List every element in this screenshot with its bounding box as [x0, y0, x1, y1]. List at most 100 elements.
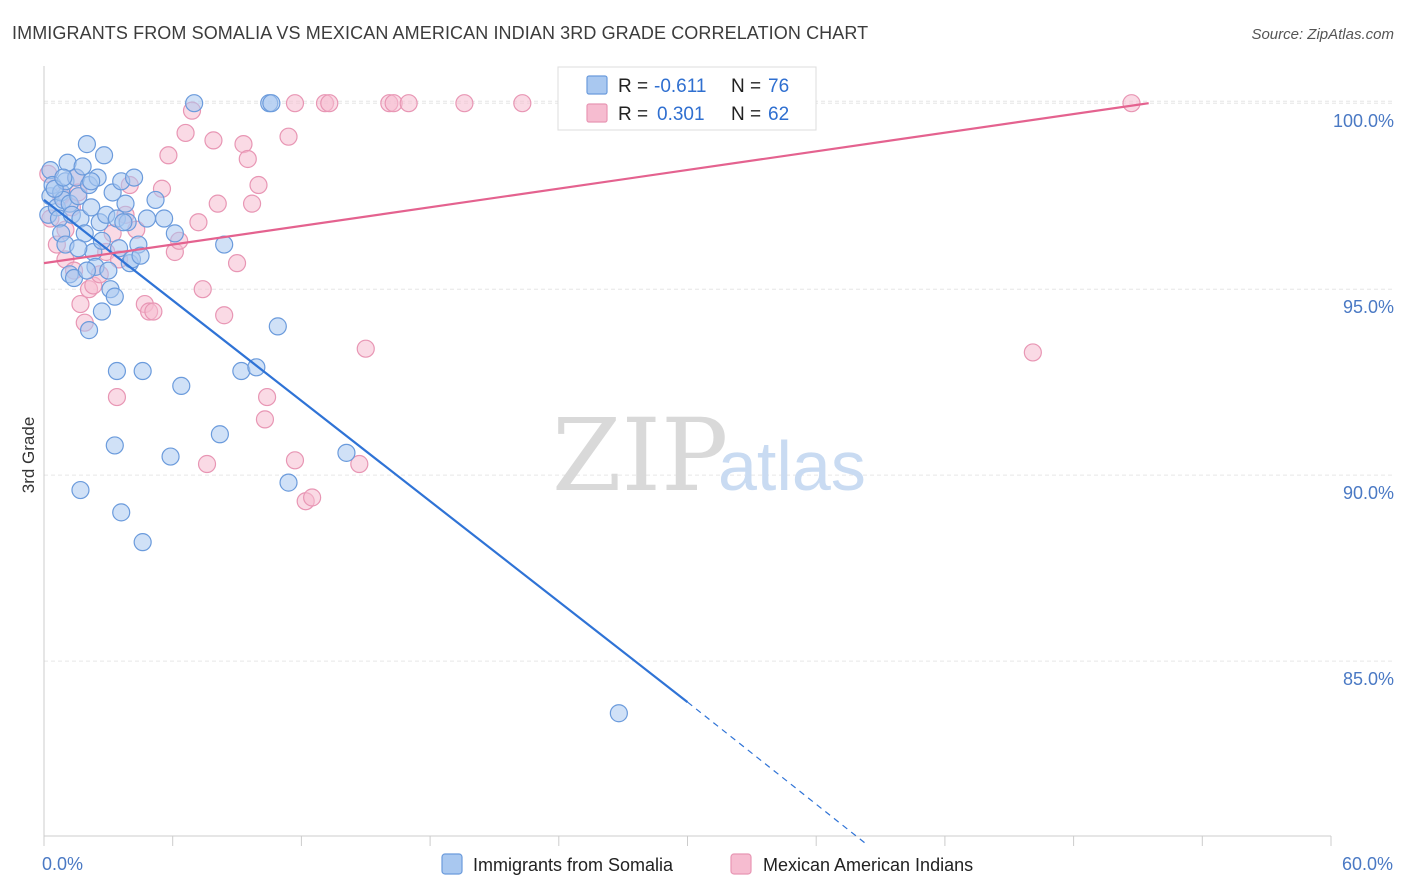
- data-point-blue: [82, 198, 101, 217]
- data-point-blue: [609, 704, 628, 723]
- legend-n-value-blue: 76: [768, 76, 789, 97]
- x-tick-label-max: 60.0%: [1342, 854, 1393, 874]
- data-point-pink: [215, 306, 234, 325]
- legend-r-value-pink: 0.301: [657, 104, 705, 125]
- data-point-blue: [77, 135, 97, 154]
- series-mexican-american-indians: [39, 94, 1141, 511]
- x-tick-label-min: 0.0%: [42, 854, 83, 874]
- data-point-blue: [337, 443, 356, 462]
- y-tick-labels: 85.0% 90.0% 95.0% 100.0%: [1333, 111, 1394, 689]
- data-point-pink: [238, 149, 257, 169]
- data-point-blue: [232, 361, 251, 381]
- data-point-blue: [114, 213, 133, 232]
- data-point-blue: [210, 425, 229, 444]
- data-point-pink: [159, 146, 178, 165]
- data-point-pink: [227, 254, 247, 273]
- data-point-pink: [249, 175, 268, 195]
- data-point-pink: [255, 410, 275, 429]
- data-point-blue: [185, 94, 204, 113]
- data-point-blue: [133, 533, 152, 552]
- data-point-blue: [94, 146, 114, 165]
- data-point-pink: [455, 94, 474, 113]
- x-tick-labels: 0.0% 60.0%: [42, 854, 1393, 874]
- bottom-legend-label-pink: Mexican American Indians: [763, 855, 973, 875]
- data-point-blue: [165, 224, 184, 243]
- legend-r-label-pink: R =: [618, 104, 648, 125]
- data-point-pink: [285, 94, 305, 113]
- data-point-blue: [155, 209, 174, 228]
- data-point-blue: [112, 503, 131, 522]
- data-point-pink: [197, 454, 217, 474]
- chart-source: Source: ZipAtlas.com: [1251, 26, 1394, 43]
- bottom-legend-swatch-pink: [730, 853, 752, 875]
- y-tick-label: 100.0%: [1333, 111, 1394, 131]
- data-point-blue: [262, 94, 281, 113]
- data-point-blue: [105, 287, 124, 306]
- data-point-blue: [146, 190, 165, 210]
- legend-n-value-pink: 62: [768, 104, 789, 125]
- data-point-pink: [1122, 94, 1141, 113]
- data-point-pink: [285, 451, 305, 470]
- data-point-pink: [399, 94, 418, 113]
- bottom-legend-label-blue: Immigrants from Somalia: [473, 855, 674, 875]
- legend-n-label-blue: N =: [731, 76, 761, 97]
- chart-title: IMMIGRANTS FROM SOMALIA VS MEXICAN AMERI…: [12, 23, 868, 43]
- data-point-blue: [73, 157, 92, 176]
- legend-r-value-blue: -0.611: [654, 76, 706, 97]
- data-point-pink: [350, 454, 369, 474]
- data-point-pink: [176, 123, 195, 143]
- data-point-blue: [161, 447, 180, 466]
- data-point-blue: [124, 168, 144, 187]
- y-tick-label: 90.0%: [1343, 483, 1394, 503]
- data-point-pink: [242, 194, 262, 213]
- trendline-pink: [43, 102, 1149, 265]
- data-point-blue: [69, 239, 88, 258]
- data-point-pink: [279, 127, 298, 146]
- series-immigrants-from-somalia: [39, 94, 628, 723]
- data-point-pink: [303, 488, 322, 507]
- trendline-blue: [43, 199, 689, 703]
- gridlines: [44, 100, 1394, 662]
- data-point-pink: [189, 213, 208, 232]
- data-point-pink: [144, 302, 163, 321]
- data-point-blue: [82, 172, 101, 191]
- data-point-blue: [279, 473, 298, 492]
- data-point-blue: [131, 246, 150, 265]
- watermark: ZIP atlas: [552, 397, 866, 514]
- data-point-blue: [92, 302, 112, 321]
- watermark-atlas: atlas: [718, 427, 866, 505]
- data-point-blue: [105, 436, 124, 455]
- data-point-blue: [92, 231, 112, 250]
- data-point-blue: [69, 187, 88, 206]
- legend-n-label-pink: N =: [731, 104, 761, 125]
- data-point-pink: [193, 280, 212, 299]
- data-point-pink: [356, 339, 375, 358]
- data-point-pink: [513, 94, 532, 113]
- data-point-pink: [107, 387, 127, 407]
- correlation-legend: R = -0.611 N = 76 R = 0.301 N = 62: [557, 66, 817, 131]
- data-point-pink: [257, 387, 277, 407]
- legend-swatch-pink: [586, 103, 608, 123]
- data-point-blue: [71, 480, 90, 500]
- series-legend: Immigrants from Somalia Mexican American…: [441, 853, 973, 875]
- data-point-blue: [172, 376, 191, 396]
- watermark-zip: ZIP: [552, 397, 728, 514]
- legend-r-label-blue: R =: [618, 76, 648, 97]
- data-point-pink: [71, 294, 90, 314]
- data-point-blue: [77, 261, 97, 280]
- trendline-extension-blue: [687, 701, 866, 844]
- data-point-blue: [54, 168, 73, 187]
- legend-swatch-blue: [586, 75, 608, 95]
- y-tick-label: 95.0%: [1343, 297, 1394, 317]
- data-point-pink: [208, 194, 227, 213]
- data-point-pink: [1023, 343, 1042, 362]
- y-axis-label: 3rd Grade: [19, 417, 38, 494]
- data-point-pink: [320, 94, 339, 113]
- y-tick-label: 85.0%: [1343, 669, 1394, 689]
- data-point-blue: [99, 261, 118, 280]
- data-point-blue: [133, 361, 152, 381]
- data-point-blue: [137, 209, 157, 228]
- data-point-pink: [204, 131, 223, 150]
